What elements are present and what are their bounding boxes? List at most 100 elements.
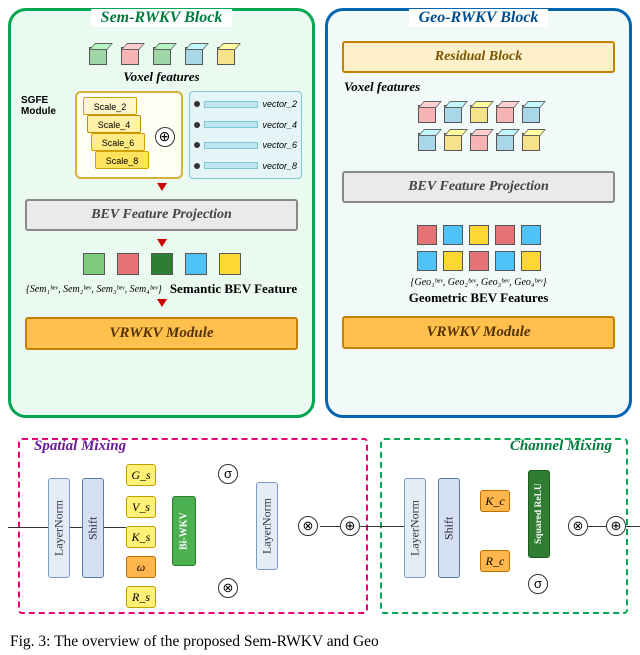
voxel-cube bbox=[522, 129, 540, 147]
layernorm-1: LayerNorm bbox=[48, 478, 70, 578]
feature-square bbox=[185, 253, 207, 275]
feature-square bbox=[443, 251, 463, 271]
feature-square bbox=[495, 225, 515, 245]
sigma-op: σ bbox=[218, 464, 238, 484]
geo-title: Geo-RWKV Block bbox=[409, 9, 549, 27]
wire bbox=[360, 526, 404, 527]
squared-relu: Squared ReLU bbox=[528, 470, 550, 558]
shift-2: Shift bbox=[438, 478, 460, 578]
geo-voxel-label: Voxel features bbox=[344, 79, 619, 95]
sem-title: Sem-RWKV Block bbox=[91, 9, 233, 27]
sgfe-label: SGFE Module bbox=[21, 91, 69, 179]
vector-item: vector_2 bbox=[194, 99, 298, 109]
geo-voxels-2 bbox=[338, 129, 619, 153]
voxel-cube bbox=[470, 101, 488, 119]
geo-bev-proj: BEV Feature Projection bbox=[342, 171, 615, 203]
voxel-cube bbox=[418, 129, 436, 147]
feature-square bbox=[417, 251, 437, 271]
geo-feat-math: {Geo₁ᵇᵉᵛ, Geo₂ᵇᵉᵛ, Geo₃ᵇᵉᵛ, Geo₄ᵇᵉᵛ} bbox=[411, 277, 547, 288]
voxel-cube bbox=[496, 101, 514, 119]
geo-voxels-1 bbox=[338, 101, 619, 125]
voxel-cube bbox=[121, 43, 139, 61]
sem-voxels bbox=[21, 43, 302, 67]
sem-bev-proj: BEV Feature Projection bbox=[25, 199, 298, 231]
feature-square bbox=[417, 225, 437, 245]
sem-vrwkv: VRWKV Module bbox=[25, 317, 298, 350]
arrow-icon bbox=[157, 239, 167, 247]
sigma-op-2: σ bbox=[528, 574, 548, 594]
add-op-2: ⊕ bbox=[606, 516, 626, 536]
feature-square bbox=[117, 253, 139, 275]
mult-op-1: ⊗ bbox=[218, 578, 238, 598]
wire bbox=[70, 527, 82, 528]
feature-square bbox=[219, 253, 241, 275]
channel-title: Channel Mixing bbox=[510, 438, 612, 455]
gate-Rc: R_c bbox=[480, 550, 510, 572]
feature-square bbox=[83, 253, 105, 275]
sem-feat-label: {Sem₁ᵇᵉᵛ, Sem₂ᵇᵉᵛ, Sem₃ᵇᵉᵛ, Sem₄ᵇᵉᵛ} Sem… bbox=[21, 281, 302, 297]
feature-square bbox=[495, 251, 515, 271]
sem-feat-name: Semantic BEV Feature bbox=[170, 281, 297, 297]
scale-4: Scale_4 bbox=[87, 115, 141, 133]
wire bbox=[588, 526, 606, 527]
geo-feat-name: Geometric BEV Features bbox=[409, 290, 549, 306]
voxel-cube bbox=[444, 129, 462, 147]
scale-8: Scale_8 bbox=[95, 151, 149, 169]
voxel-cube bbox=[418, 101, 436, 119]
sgfe-module: SGFE Module Scale_2 Scale_4 Scale_6 Scal… bbox=[21, 91, 302, 179]
geo-feat-label: {Geo₁ᵇᵉᵛ, Geo₂ᵇᵉᵛ, Geo₃ᵇᵉᵛ, Geo₄ᵇᵉᵛ} Geo… bbox=[338, 277, 619, 306]
gate-w: ω bbox=[126, 556, 156, 578]
add-op-1: ⊕ bbox=[340, 516, 360, 536]
vector-item: vector_8 bbox=[194, 161, 298, 171]
sem-feat-math: {Sem₁ᵇᵉᵛ, Sem₂ᵇᵉᵛ, Sem₃ᵇᵉᵛ, Sem₄ᵇᵉᵛ} bbox=[26, 284, 162, 295]
gate-K: K_s bbox=[126, 526, 156, 548]
gate-V: V_s bbox=[126, 496, 156, 518]
layernorm-3: LayerNorm bbox=[404, 478, 426, 578]
vector-item: vector_6 bbox=[194, 140, 298, 150]
figure: Sem-RWKV Block Voxel features SGFE Modul… bbox=[0, 0, 640, 655]
wire bbox=[8, 527, 48, 528]
geo-residual: Residual Block bbox=[342, 41, 615, 73]
voxel-cube bbox=[444, 101, 462, 119]
layernorm-2: LayerNorm bbox=[256, 482, 278, 570]
voxel-cube bbox=[217, 43, 235, 61]
plus-op: ⊕ bbox=[155, 127, 175, 147]
voxel-cube bbox=[470, 129, 488, 147]
geo-squares-1 bbox=[338, 225, 619, 245]
arrow-icon bbox=[157, 299, 167, 307]
sgfe-scales: Scale_2 Scale_4 Scale_6 Scale_8 ⊕ bbox=[75, 91, 183, 179]
top-row: Sem-RWKV Block Voxel features SGFE Modul… bbox=[8, 8, 632, 418]
voxel-cube bbox=[153, 43, 171, 61]
geo-squares-2 bbox=[338, 251, 619, 271]
mixing-diagram: Spatial Mixing Channel Mixing LayerNorm … bbox=[8, 424, 632, 622]
feature-square bbox=[469, 251, 489, 271]
feature-square bbox=[469, 225, 489, 245]
gate-R: R_s bbox=[126, 586, 156, 608]
wire bbox=[626, 526, 640, 527]
caption: Fig. 3: The overview of the proposed Sem… bbox=[10, 633, 630, 651]
arrow-icon bbox=[157, 183, 167, 191]
voxel-cube bbox=[185, 43, 203, 61]
mult-op-3: ⊗ bbox=[568, 516, 588, 536]
wire bbox=[104, 527, 126, 528]
gate-G: G_s bbox=[126, 464, 156, 486]
shift-1: Shift bbox=[82, 478, 104, 578]
feature-square bbox=[521, 251, 541, 271]
vector-item: vector_4 bbox=[194, 120, 298, 130]
geo-vrwkv: VRWKV Module bbox=[342, 316, 615, 349]
geo-rwkv-block: Geo-RWKV Block Residual Block Voxel feat… bbox=[325, 8, 632, 418]
gate-Kc: K_c bbox=[480, 490, 510, 512]
sem-squares bbox=[21, 253, 302, 275]
feature-square bbox=[151, 253, 173, 275]
voxel-cube bbox=[89, 43, 107, 61]
feature-square bbox=[521, 225, 541, 245]
wire bbox=[320, 526, 340, 527]
bi-wkv: Bi-WKV bbox=[172, 496, 196, 566]
voxel-cube bbox=[522, 101, 540, 119]
sgfe-vectors: vector_2 vector_4 vector_6 vector_8 bbox=[189, 91, 303, 179]
voxel-cube bbox=[496, 129, 514, 147]
sem-rwkv-block: Sem-RWKV Block Voxel features SGFE Modul… bbox=[8, 8, 315, 418]
spatial-title: Spatial Mixing bbox=[34, 438, 126, 455]
mult-op-2: ⊗ bbox=[298, 516, 318, 536]
feature-square bbox=[443, 225, 463, 245]
